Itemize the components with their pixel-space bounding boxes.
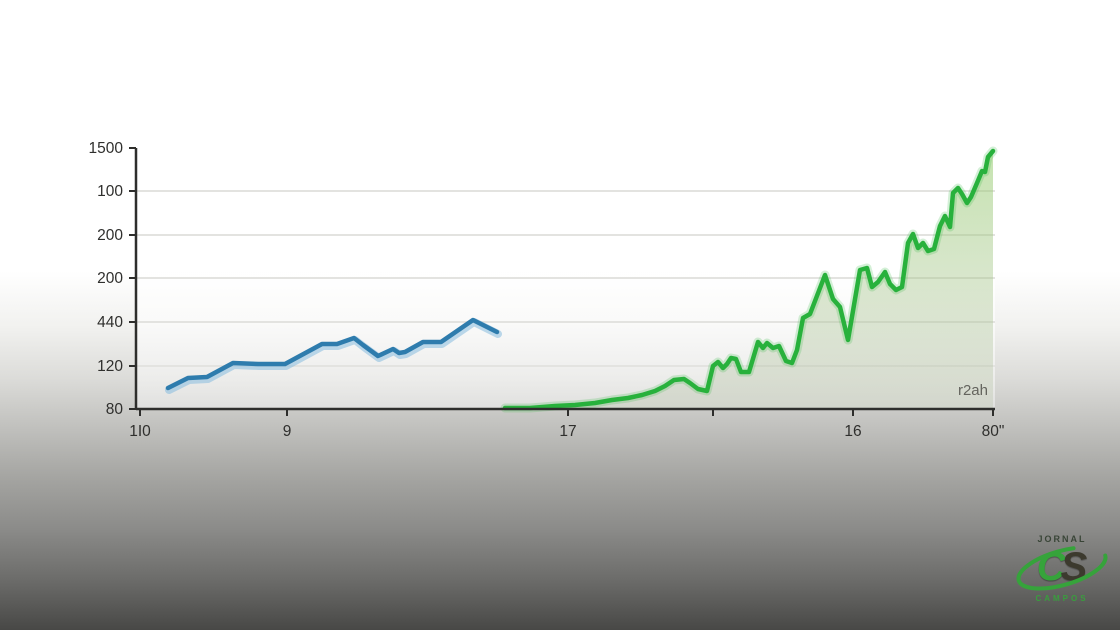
x-tick-label: 1I0	[129, 423, 151, 440]
logo-top-text: JORNAL	[1037, 534, 1087, 544]
y-tick-label: 440	[97, 314, 123, 331]
x-tick-label: 9	[283, 423, 292, 440]
green-line-series	[502, 148, 996, 411]
y-tick-label: 200	[97, 270, 123, 287]
x-tick-label: 80"	[982, 423, 1005, 440]
logo-letter-s: S	[1060, 545, 1088, 589]
chart-annotation: r2ah	[958, 382, 988, 399]
y-tick-label: 80	[106, 401, 124, 418]
y-tick-label: 200	[97, 227, 123, 244]
logo-bottom-text: CAMPOS	[1035, 594, 1089, 603]
brand-logo: JORNAL CS CAMPOS	[1010, 534, 1114, 614]
logo-monogram: CS	[1010, 544, 1114, 592]
green-area-fill	[505, 151, 993, 409]
blue-line-series	[165, 317, 500, 391]
y-tick-label: 120	[97, 358, 123, 375]
x-tick-label: 16	[844, 423, 861, 440]
y-tick-label: 100	[97, 183, 123, 200]
y-tick-label: 1500	[89, 140, 124, 157]
x-tick-label: 17	[559, 423, 576, 440]
